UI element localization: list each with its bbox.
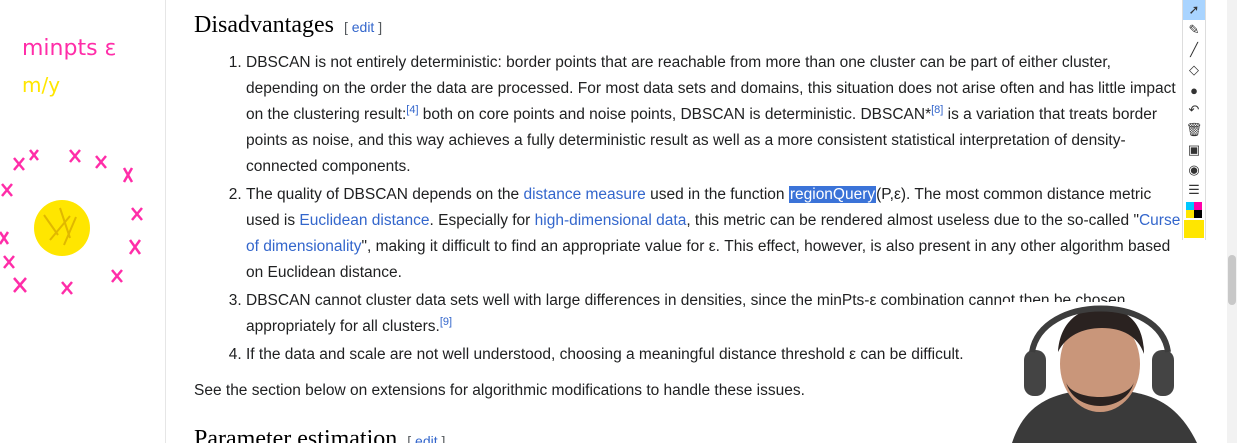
screenshot-icon[interactable]: ◉ — [1188, 162, 1200, 177]
core-cluster-scribble — [43, 207, 77, 246]
notes-icon[interactable]: ☰ — [1188, 182, 1200, 197]
article-content: Disadvantages [ edit ] DBSCAN is not enti… — [194, 0, 1194, 443]
active-color-swatch[interactable] — [1184, 220, 1204, 238]
link-high-dimensional-data[interactable]: high-dimensional data — [534, 212, 687, 229]
color-palette — [1186, 202, 1202, 218]
citation-link[interactable]: [9] — [439, 315, 453, 328]
citation-link[interactable]: [4] — [406, 103, 419, 116]
annotation-canvas[interactable]: minpts ε m/y — [0, 0, 166, 443]
see-also-paragraph: See the section below on extensions for … — [194, 382, 805, 399]
trash-icon[interactable]: 🗑 — [1185, 122, 1203, 137]
link-curse-of-dimensionality[interactable]: Curse of dimensionality — [246, 212, 1181, 255]
section-title: Parameter estimation — [194, 426, 398, 443]
camera-icon[interactable]: ▣ — [1187, 142, 1201, 157]
section-title: Disadvantages — [194, 12, 334, 38]
pen-icon[interactable]: ✎ — [1188, 22, 1200, 37]
edit-section-link[interactable]: [ edit ] — [407, 433, 445, 443]
page-scrollbar[interactable] — [1227, 0, 1237, 443]
link-distance-measure[interactable]: distance measure — [523, 186, 646, 203]
scroll-thumb[interactable] — [1228, 255, 1236, 305]
line-icon[interactable]: ╱ — [1190, 42, 1198, 57]
edit-section-link[interactable]: [ edit ] — [343, 19, 383, 35]
section-heading-disadvantages: Disadvantages [ edit ] — [194, 12, 382, 39]
pointer-icon[interactable]: ➚ — [1183, 0, 1205, 20]
citation-link[interactable]: [8] — [931, 103, 944, 116]
webcam-overlay — [1002, 302, 1202, 443]
note-line-1: minpts ε — [22, 36, 116, 61]
annotation-toolbar: ➚ ✎ ╱ ◇ ● ↶ 🗑 ▣ ◉ ☰ — [1182, 0, 1206, 240]
list-item: DBSCAN cannot cluster data sets well wit… — [246, 288, 1186, 340]
list-item: If the data and scale are not well under… — [246, 342, 1186, 368]
edit-link-text[interactable]: edit — [415, 433, 438, 443]
undo-icon[interactable]: ↶ — [1188, 102, 1200, 117]
palette-icon[interactable] — [1183, 200, 1205, 220]
core-cluster-blob — [34, 200, 90, 256]
eraser-icon[interactable]: ◇ — [1189, 62, 1199, 77]
edit-link-text[interactable]: edit — [351, 19, 375, 35]
list-item: DBSCAN is not entirely deterministic: bo… — [246, 50, 1186, 180]
section-heading-parameter-estimation: Parameter estimation [ edit ] — [194, 426, 445, 443]
noise-points — [0, 149, 143, 295]
note-line-2: m/y — [22, 73, 60, 97]
disadvantages-list: DBSCAN is not entirely deterministic: bo… — [226, 50, 1186, 370]
dot-icon[interactable]: ● — [1190, 82, 1198, 98]
handwritten-annotations: minpts ε m/y — [0, 36, 143, 295]
link-euclidean-distance[interactable]: Euclidean distance — [299, 212, 430, 229]
presenter-video — [1002, 302, 1202, 443]
list-item: The quality of DBSCAN depends on the dis… — [246, 182, 1186, 286]
selected-text[interactable]: regionQuery — [788, 186, 877, 203]
